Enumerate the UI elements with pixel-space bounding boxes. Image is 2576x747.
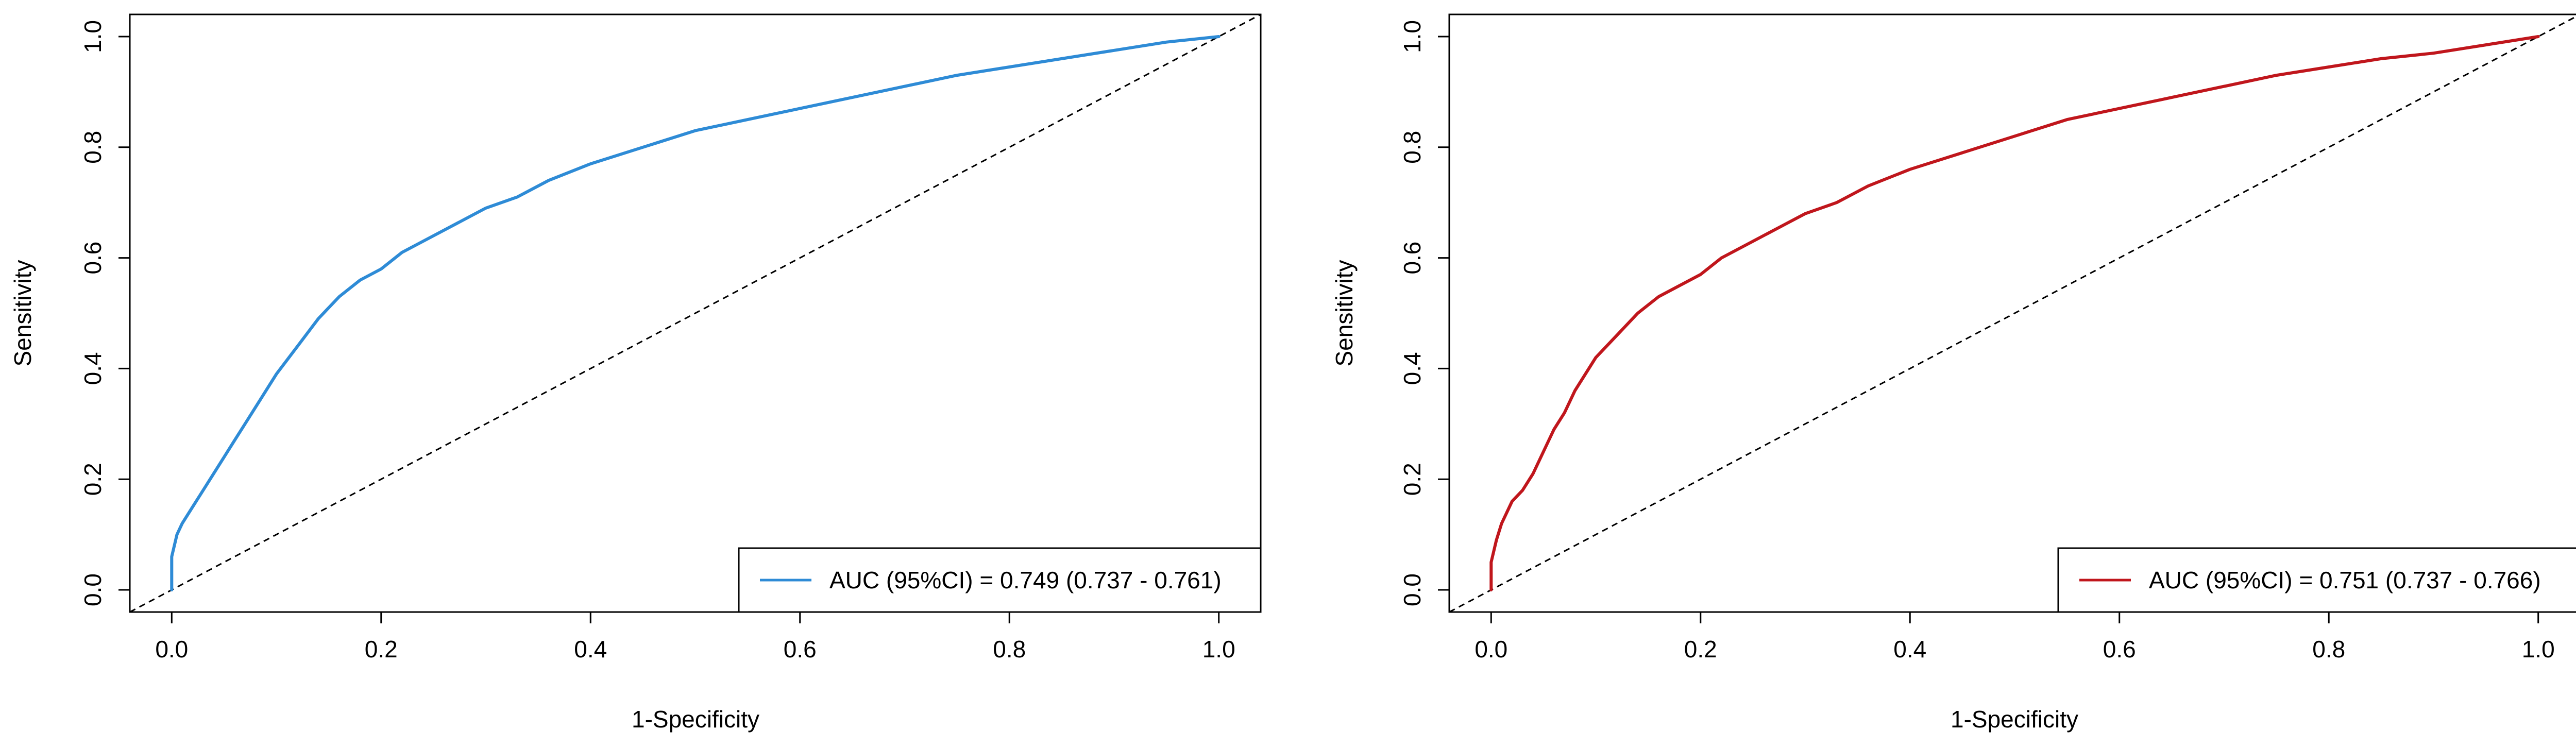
- x-tick-label: 1.0: [1202, 636, 1235, 663]
- roc-curve: [170, 35, 1221, 591]
- x-tick-label: 0.8: [2312, 636, 2345, 663]
- legend: AUC (95%CI) = 0.751 (0.737 - 0.766): [2057, 547, 2576, 613]
- y-tick-label: 0.4: [79, 352, 106, 385]
- x-tick-label: 1.0: [2522, 636, 2555, 663]
- y-tick-label: 0.0: [1399, 573, 1426, 606]
- plot-frame: [1448, 13, 2576, 613]
- axes-layer: 0.0 0.2 0.4 0.6 0.8 1.0 0.0 0.2 0.4 0.6 0.8 1.0: [1399, 20, 2555, 663]
- roc-chart-left: 0.0 0.2 0.4 0.6 0.8 1.0 0.0 0.2 0.4 0.6 0.8 1.0 1-S…: [9, 13, 1262, 733]
- roc-curve-layer: [170, 35, 1221, 591]
- axes-layer: 0.0 0.2 0.4 0.6 0.8 1.0 0.0 0.2 0.4 0.6 0.8 1.0: [79, 20, 1235, 663]
- x-axis-label: 1-Specificity: [632, 706, 759, 733]
- roc-curve: [1489, 35, 2540, 591]
- y-tick-label: 0.6: [79, 242, 106, 275]
- x-tick-label: 0.0: [1475, 636, 1507, 663]
- y-tick-label: 0.6: [1399, 242, 1426, 275]
- x-tick-label: 0.2: [1684, 636, 1717, 663]
- legend-label: AUC (95%CI) = 0.751 (0.737 - 0.766): [2149, 567, 2541, 593]
- y-tick-label: 0.8: [79, 131, 106, 164]
- x-tick-label: 0.6: [2103, 636, 2136, 663]
- plot-frame: [129, 13, 1262, 613]
- reference-diagonal: [129, 13, 1261, 613]
- x-tick-label: 0.4: [574, 636, 607, 663]
- y-tick-label: 0.2: [1399, 463, 1426, 496]
- roc-curve-layer: [1489, 35, 2540, 591]
- y-tick-label: 0.0: [79, 573, 106, 606]
- legend-label: AUC (95%CI) = 0.749 (0.737 - 0.761): [829, 567, 1222, 593]
- y-tick-label: 1.0: [1399, 20, 1426, 53]
- y-tick-label: 0.4: [1399, 352, 1426, 385]
- x-tick-label: 0.4: [1893, 636, 1926, 663]
- roc-chart-right: 0.0 0.2 0.4 0.6 0.8 1.0 0.0 0.2 0.4 0.6 0.8 1.0 1-S…: [1331, 13, 2576, 733]
- x-tick-label: 0.6: [784, 636, 817, 663]
- x-tick-label: 0.0: [155, 636, 188, 663]
- y-axis-label: Sensitivity: [9, 260, 36, 366]
- x-axis-label: 1-Specificity: [1951, 706, 2078, 733]
- y-tick-label: 0.2: [79, 463, 106, 496]
- y-tick-label: 0.8: [1399, 131, 1426, 164]
- legend: AUC (95%CI) = 0.749 (0.737 - 0.761): [738, 547, 1262, 613]
- reference-diagonal-layer: [1449, 15, 2576, 613]
- y-axis-label: Sensitivity: [1331, 260, 1358, 366]
- reference-diagonal: [1449, 15, 2576, 613]
- x-tick-label: 0.2: [365, 636, 398, 663]
- reference-diagonal-layer: [129, 13, 1261, 613]
- legend-box: [738, 547, 1262, 613]
- y-tick-label: 1.0: [79, 20, 106, 53]
- legend-box: [2057, 547, 2576, 613]
- x-tick-label: 0.8: [993, 636, 1026, 663]
